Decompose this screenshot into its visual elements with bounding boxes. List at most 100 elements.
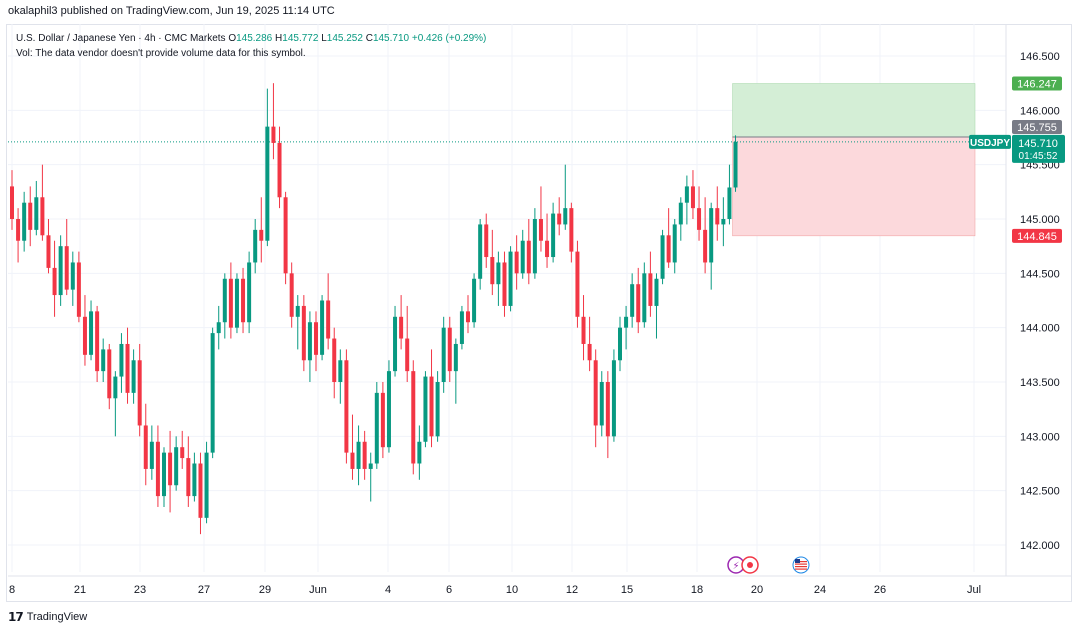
candle-body[interactable] [563, 208, 568, 225]
candle-body[interactable] [149, 441, 154, 469]
candle-body[interactable] [502, 262, 507, 306]
candle-body[interactable] [605, 382, 610, 437]
candle-body[interactable] [374, 392, 379, 464]
candle-body[interactable] [180, 447, 185, 459]
candle-body[interactable] [283, 197, 288, 274]
candle-body[interactable] [557, 213, 562, 225]
candle-body[interactable] [125, 343, 130, 393]
candle-body[interactable] [107, 349, 112, 399]
tradingview-logo[interactable]: 𝟭𝟳 TradingView [8, 610, 87, 624]
candle-body[interactable] [581, 316, 586, 344]
candle-body[interactable] [192, 463, 197, 497]
candle-body[interactable] [697, 208, 702, 230]
candle-body[interactable] [684, 186, 689, 203]
candle-body[interactable] [459, 311, 464, 344]
candle-body[interactable] [34, 197, 39, 230]
candle-body[interactable] [666, 235, 671, 263]
candle-body[interactable] [447, 327, 452, 372]
candle-body[interactable] [429, 376, 434, 437]
candle-body[interactable] [514, 251, 519, 274]
candle-body[interactable] [538, 219, 543, 241]
candle-body[interactable] [89, 311, 94, 355]
candle-body[interactable] [636, 284, 641, 323]
candle-body[interactable] [271, 126, 276, 143]
candle-body[interactable] [162, 452, 166, 497]
candle-body[interactable] [265, 126, 270, 241]
candle-body[interactable] [131, 360, 136, 393]
candle-body[interactable] [64, 246, 69, 290]
candle-body[interactable] [234, 278, 239, 328]
candle-body[interactable] [40, 197, 45, 236]
candle-body[interactable] [289, 273, 294, 317]
candle-body[interactable] [198, 463, 203, 518]
candle-body[interactable] [624, 316, 629, 328]
candle-body[interactable] [16, 219, 21, 241]
candle-body[interactable] [101, 349, 106, 372]
candle-body[interactable] [618, 327, 622, 361]
candle-body[interactable] [314, 322, 318, 355]
candle-body[interactable] [82, 316, 87, 355]
candle-body[interactable] [247, 262, 252, 323]
candle-body[interactable] [532, 219, 537, 274]
candle-body[interactable] [380, 392, 385, 448]
candle-body[interactable] [204, 452, 209, 518]
candle-body[interactable] [168, 452, 173, 486]
candle-body[interactable] [95, 311, 100, 372]
candle-body[interactable] [46, 235, 51, 268]
candle-body[interactable] [356, 441, 361, 469]
candle-body[interactable] [587, 343, 592, 361]
candle-body[interactable] [386, 371, 391, 448]
candle-body[interactable] [417, 441, 422, 464]
candle-body[interactable] [28, 202, 33, 230]
candle-body[interactable] [575, 251, 580, 317]
candle-body[interactable] [350, 452, 355, 469]
candle-body[interactable] [496, 262, 501, 285]
candle-body[interactable] [478, 224, 483, 279]
candle-body[interactable] [648, 273, 653, 306]
candle-body[interactable] [137, 360, 142, 426]
candle-body[interactable] [727, 187, 732, 219]
candle-body[interactable] [228, 278, 233, 328]
candle-body[interactable] [472, 278, 477, 323]
candle-body[interactable] [295, 305, 300, 317]
candle-body[interactable] [642, 273, 647, 323]
candle-body[interactable] [611, 360, 616, 437]
candle-body[interactable] [22, 202, 27, 241]
candle-body[interactable] [453, 343, 458, 372]
candle-body[interactable] [441, 327, 446, 382]
target-zone[interactable] [732, 83, 976, 138]
candle-body[interactable] [143, 425, 148, 469]
candle-body[interactable] [155, 441, 160, 497]
candle-body[interactable] [10, 186, 14, 219]
candle-body[interactable] [393, 316, 398, 372]
candle-body[interactable] [411, 371, 416, 464]
candle-body[interactable] [253, 229, 258, 263]
candle-body[interactable] [320, 300, 325, 355]
candle-body[interactable] [733, 141, 738, 188]
candle-body[interactable] [277, 142, 282, 198]
candle-body[interactable] [630, 284, 635, 317]
candle-body[interactable] [508, 251, 513, 306]
candle-body[interactable] [709, 208, 714, 263]
candle-body[interactable] [545, 240, 550, 258]
candle-body[interactable] [654, 278, 659, 306]
candle-body[interactable] [307, 322, 312, 361]
candle-body[interactable] [672, 224, 677, 263]
candle-body[interactable] [466, 311, 470, 323]
candle-body[interactable] [210, 333, 215, 453]
candle-body[interactable] [52, 267, 57, 296]
candle-body[interactable] [301, 305, 306, 361]
candle-body[interactable] [721, 219, 726, 225]
candle-body[interactable] [332, 338, 337, 382]
candle-body[interactable] [551, 213, 556, 258]
candle-body[interactable] [76, 262, 81, 317]
candle-body[interactable] [338, 360, 343, 382]
candle-body[interactable] [399, 316, 404, 339]
candle-body[interactable] [113, 376, 118, 399]
candle-body[interactable] [435, 382, 440, 437]
candle-body[interactable] [241, 278, 246, 323]
candle-body[interactable] [326, 300, 331, 339]
candle-body[interactable] [526, 240, 531, 274]
candle-body[interactable] [703, 229, 708, 263]
stop-zone[interactable] [732, 136, 976, 237]
